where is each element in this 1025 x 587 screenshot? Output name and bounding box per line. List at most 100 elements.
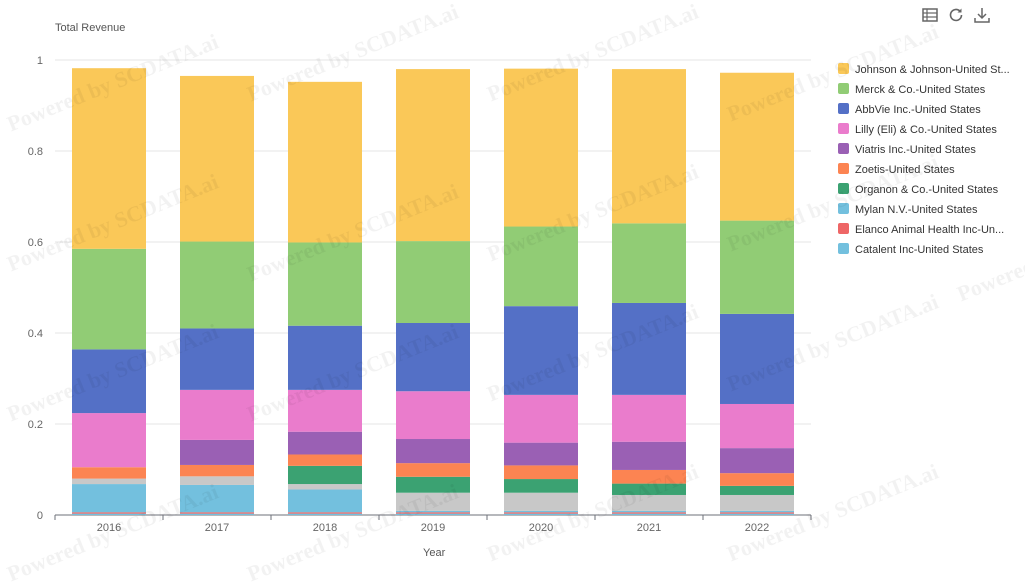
bar-segment xyxy=(288,389,362,432)
bar-segment xyxy=(504,442,578,466)
legend-swatch xyxy=(838,83,849,94)
legend-item: Catalent Inc-United States xyxy=(855,244,984,256)
y-tick-label: 0.6 xyxy=(28,237,43,249)
bar-segment xyxy=(504,465,578,480)
bar-segment xyxy=(720,512,794,514)
bar-segment xyxy=(720,510,794,513)
bar-segment xyxy=(180,75,254,242)
stacked-bar-chart: 0 0.2 0.4 0.6 0.8 1 2016 2017 2018 2019 2020 2021 20… xyxy=(28,55,1010,534)
x-tick-label: 2016 xyxy=(97,522,121,534)
bar-segment xyxy=(288,454,362,466)
bar-segment xyxy=(288,512,362,514)
bar-segment xyxy=(72,512,146,514)
bar-segment xyxy=(180,464,254,477)
bar-segment xyxy=(180,389,254,440)
bar-segment xyxy=(72,248,146,350)
bar-segment xyxy=(288,465,362,485)
bar-segment xyxy=(288,431,362,455)
bar-segment xyxy=(180,476,254,485)
bar-segment xyxy=(504,479,578,493)
bar-segment xyxy=(180,241,254,329)
bar-segment xyxy=(396,69,470,242)
y-tick-label: 0.8 xyxy=(28,146,43,158)
bar-segment xyxy=(612,512,686,514)
bar-segment xyxy=(72,484,146,513)
bar-segment xyxy=(612,223,686,303)
legend-item: Johnson & Johnson-United St... xyxy=(855,64,1010,76)
bar-segment xyxy=(612,494,686,511)
x-axis-title: Year xyxy=(423,547,446,559)
bar-segment xyxy=(504,510,578,513)
bar-segment xyxy=(720,220,794,314)
bar-segment xyxy=(504,513,578,515)
y-tick-label: 0.2 xyxy=(28,419,43,431)
bar-segment xyxy=(720,513,794,515)
bar-segment xyxy=(72,478,146,485)
legend-item: Zoetis-United States xyxy=(855,164,955,176)
x-tick-label: 2020 xyxy=(529,522,553,534)
bar-segment xyxy=(72,349,146,414)
refresh-icon[interactable] xyxy=(947,6,965,24)
bar-segment xyxy=(396,510,470,513)
bar-segment xyxy=(396,463,470,477)
bar-segment xyxy=(288,484,362,490)
legend-swatch xyxy=(838,163,849,174)
x-tick-label: 2018 xyxy=(313,522,337,534)
bar-segment xyxy=(504,492,578,511)
y-axis-title: Total Revenue xyxy=(55,22,126,34)
legend-swatch xyxy=(838,183,849,194)
bar-segment xyxy=(396,322,470,392)
bar-segment xyxy=(72,413,146,468)
bar-segment xyxy=(72,467,146,479)
bar-segment xyxy=(72,513,146,515)
bar-segment xyxy=(612,469,686,484)
chart-toolbar xyxy=(921,6,991,24)
legend-swatch xyxy=(838,143,849,154)
legend-swatch xyxy=(838,203,849,214)
legend-item: Merck & Co.-United States xyxy=(855,84,986,96)
bar-segment xyxy=(396,391,470,440)
download-icon[interactable] xyxy=(973,6,991,24)
bar-segment xyxy=(720,494,794,511)
legend-item: Mylan N.V.-United States xyxy=(855,204,978,216)
bar-segment xyxy=(720,448,794,474)
bar-segment xyxy=(288,242,362,326)
bar-segment xyxy=(612,510,686,513)
bar-segment xyxy=(180,328,254,390)
bar-segment xyxy=(72,68,146,249)
bar-segment xyxy=(612,69,686,224)
bar-segment xyxy=(720,403,794,449)
bar-segment xyxy=(612,394,686,442)
y-tick-label: 1 xyxy=(37,55,43,67)
bar-segment xyxy=(288,81,362,243)
bar-segment xyxy=(396,492,470,511)
bar-segment xyxy=(180,513,254,515)
bar-segment xyxy=(396,512,470,514)
legend-item: Elanco Animal Health Inc-Un... xyxy=(855,224,1004,236)
x-tick-label: 2017 xyxy=(205,522,229,534)
legend-item: Viatris Inc.-United States xyxy=(855,144,976,156)
bar-segment xyxy=(396,439,470,464)
legend-swatch xyxy=(838,103,849,114)
bar-segment xyxy=(396,513,470,515)
x-tick-label: 2021 xyxy=(637,522,661,534)
legend-swatch xyxy=(838,223,849,234)
bar-segment xyxy=(396,476,470,493)
bar-segment xyxy=(180,512,254,514)
bar-segment xyxy=(720,72,794,221)
table-icon[interactable] xyxy=(921,6,939,24)
bar-segment xyxy=(720,485,794,495)
x-tick-label: 2022 xyxy=(745,522,769,534)
bar-segment xyxy=(504,394,578,443)
legend-swatch xyxy=(838,243,849,254)
bar-segment xyxy=(612,513,686,515)
bar-segment xyxy=(396,241,470,323)
bar-segment xyxy=(720,313,794,404)
bar-segment xyxy=(504,68,578,227)
bar-segment xyxy=(612,302,686,395)
x-tick-label: 2019 xyxy=(421,522,445,534)
bar-segment xyxy=(504,226,578,307)
legend-item: Organon & Co.-United States xyxy=(855,184,999,196)
y-tick-label: 0.4 xyxy=(28,328,43,340)
legend-swatch xyxy=(838,63,849,74)
